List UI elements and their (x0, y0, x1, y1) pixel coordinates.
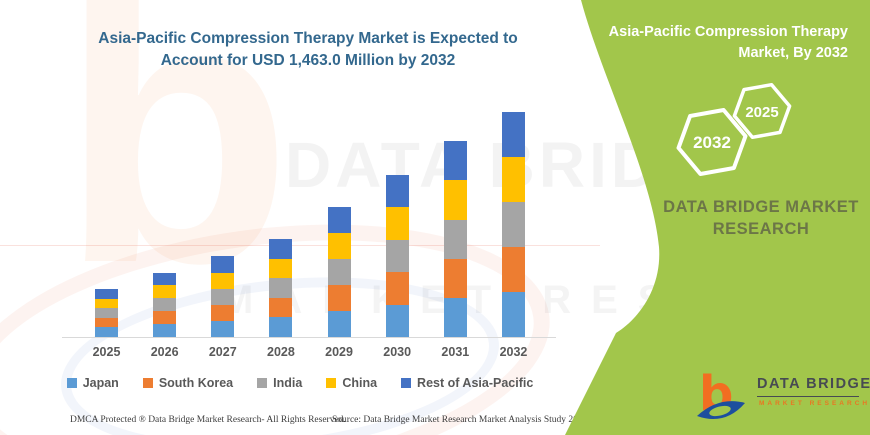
bar-segment-india (443, 219, 467, 259)
bar-segment-rest-of-asia-pacific (501, 112, 525, 157)
bar-segment-china (269, 258, 293, 279)
bar-segment-china (211, 272, 235, 289)
watermark-horizontal-line (0, 245, 600, 246)
company-logo: b DATA BRIDGE MARKET RESEARCH (693, 366, 870, 428)
bar-segment-china (385, 207, 409, 240)
bar-segment-india (211, 288, 235, 305)
bar-segment-japan (501, 292, 525, 337)
watermark-text-market-research: MARKET RESEARCH (220, 278, 870, 322)
legend-swatch-icon (326, 378, 337, 388)
bar-segment-japan (385, 304, 409, 337)
bar-segment-japan (153, 324, 177, 337)
bar-segment-rest-of-asia-pacific (211, 256, 235, 273)
bar-2027 (211, 256, 235, 337)
bar-segment-rest-of-asia-pacific (95, 289, 118, 299)
legend-label: China (342, 376, 378, 390)
bar-segment-rest-of-asia-pacific (153, 272, 177, 286)
logo-b-icon: b (697, 366, 745, 422)
bar-2032 (501, 112, 525, 337)
panel-brand-text: DATA BRIDGE MARKET RESEARCH (663, 198, 859, 239)
bar-segment-south-korea (153, 311, 177, 325)
bar-segment-india (385, 239, 409, 273)
x-tick-2030: 2030 (383, 345, 412, 359)
bar-segment-south-korea (501, 247, 525, 292)
legend-item-rest-of-asia-pacific: Rest of Asia-Pacific (401, 376, 533, 390)
bar-segment-india (327, 259, 351, 286)
legend-swatch-icon (401, 378, 412, 388)
bar-segment-japan (95, 327, 118, 337)
hexagon-2025-label: 2025 (745, 104, 778, 121)
bar-segment-china (327, 233, 351, 260)
dmca-notice: DMCA Protected ® Data Bridge Market Rese… (70, 415, 346, 425)
bar-segment-japan (443, 297, 467, 337)
bar-segment-china (95, 298, 118, 309)
x-tick-2028: 2028 (267, 345, 295, 359)
bar-2030 (385, 174, 409, 337)
logo-name-text: DATA BRIDGE (757, 376, 870, 397)
legend-item-china: China (326, 376, 377, 390)
bar-segment-china (443, 180, 467, 220)
x-tick-2029: 2029 (325, 345, 353, 359)
bar-segment-china (153, 285, 177, 299)
bar-segment-rest-of-asia-pacific (269, 239, 293, 259)
x-tick-2031: 2031 (441, 345, 470, 359)
legend-label: Japan (82, 376, 119, 390)
bar-2028 (269, 239, 293, 337)
bar-segment-south-korea (385, 272, 409, 305)
bar-segment-india (153, 298, 177, 312)
bar-segment-india (501, 202, 525, 247)
legend-item-japan: Japan (66, 376, 119, 390)
bar-segment-south-korea (95, 317, 118, 328)
source-note: Source: Data Bridge Market Research Mark… (332, 415, 588, 425)
x-axis-line (62, 337, 556, 338)
x-tick-2026: 2026 (150, 345, 179, 359)
panel-title: Asia-Pacific Compression Therapy Market,… (608, 24, 848, 62)
legend-swatch-icon (66, 378, 77, 388)
bar-segment-india (269, 278, 293, 298)
bar-segment-south-korea (269, 297, 293, 318)
bar-2029 (327, 207, 351, 337)
legend-swatch-icon (142, 378, 153, 388)
chart-legend: Japan South Korea India China Rest of Asia-P… (40, 376, 560, 390)
bar-segment-japan (269, 317, 293, 337)
legend-item-south-korea: South Korea (142, 376, 234, 390)
bar-2031 (443, 141, 467, 337)
bar-segment-india (95, 308, 118, 318)
bar-segment-japan (327, 311, 351, 337)
legend-label: India (273, 376, 303, 390)
bar-segment-south-korea (211, 304, 235, 321)
bar-segment-rest-of-asia-pacific (327, 207, 351, 234)
legend-label: South Korea (158, 376, 234, 390)
bar-segment-rest-of-asia-pacific (443, 141, 467, 181)
bar-segment-rest-of-asia-pacific (385, 174, 409, 208)
legend-swatch-icon (257, 378, 268, 388)
legend-item-india: India (257, 376, 302, 390)
legend-label: Rest of Asia-Pacific (417, 376, 534, 390)
x-tick-2025: 2025 (92, 345, 121, 359)
bar-2026 (153, 272, 177, 337)
chart-title: Asia-Pacific Compression Therapy Market … (98, 30, 518, 69)
logo-tagline-text: MARKET RESEARCH (759, 400, 870, 407)
bar-segment-china (501, 157, 525, 202)
bar-segment-japan (211, 320, 235, 337)
bar-segment-south-korea (443, 258, 467, 298)
x-tick-2027: 2027 (208, 345, 237, 359)
x-tick-2032: 2032 (499, 345, 528, 359)
bar-2025 (95, 289, 118, 337)
bar-segment-south-korea (327, 285, 351, 311)
